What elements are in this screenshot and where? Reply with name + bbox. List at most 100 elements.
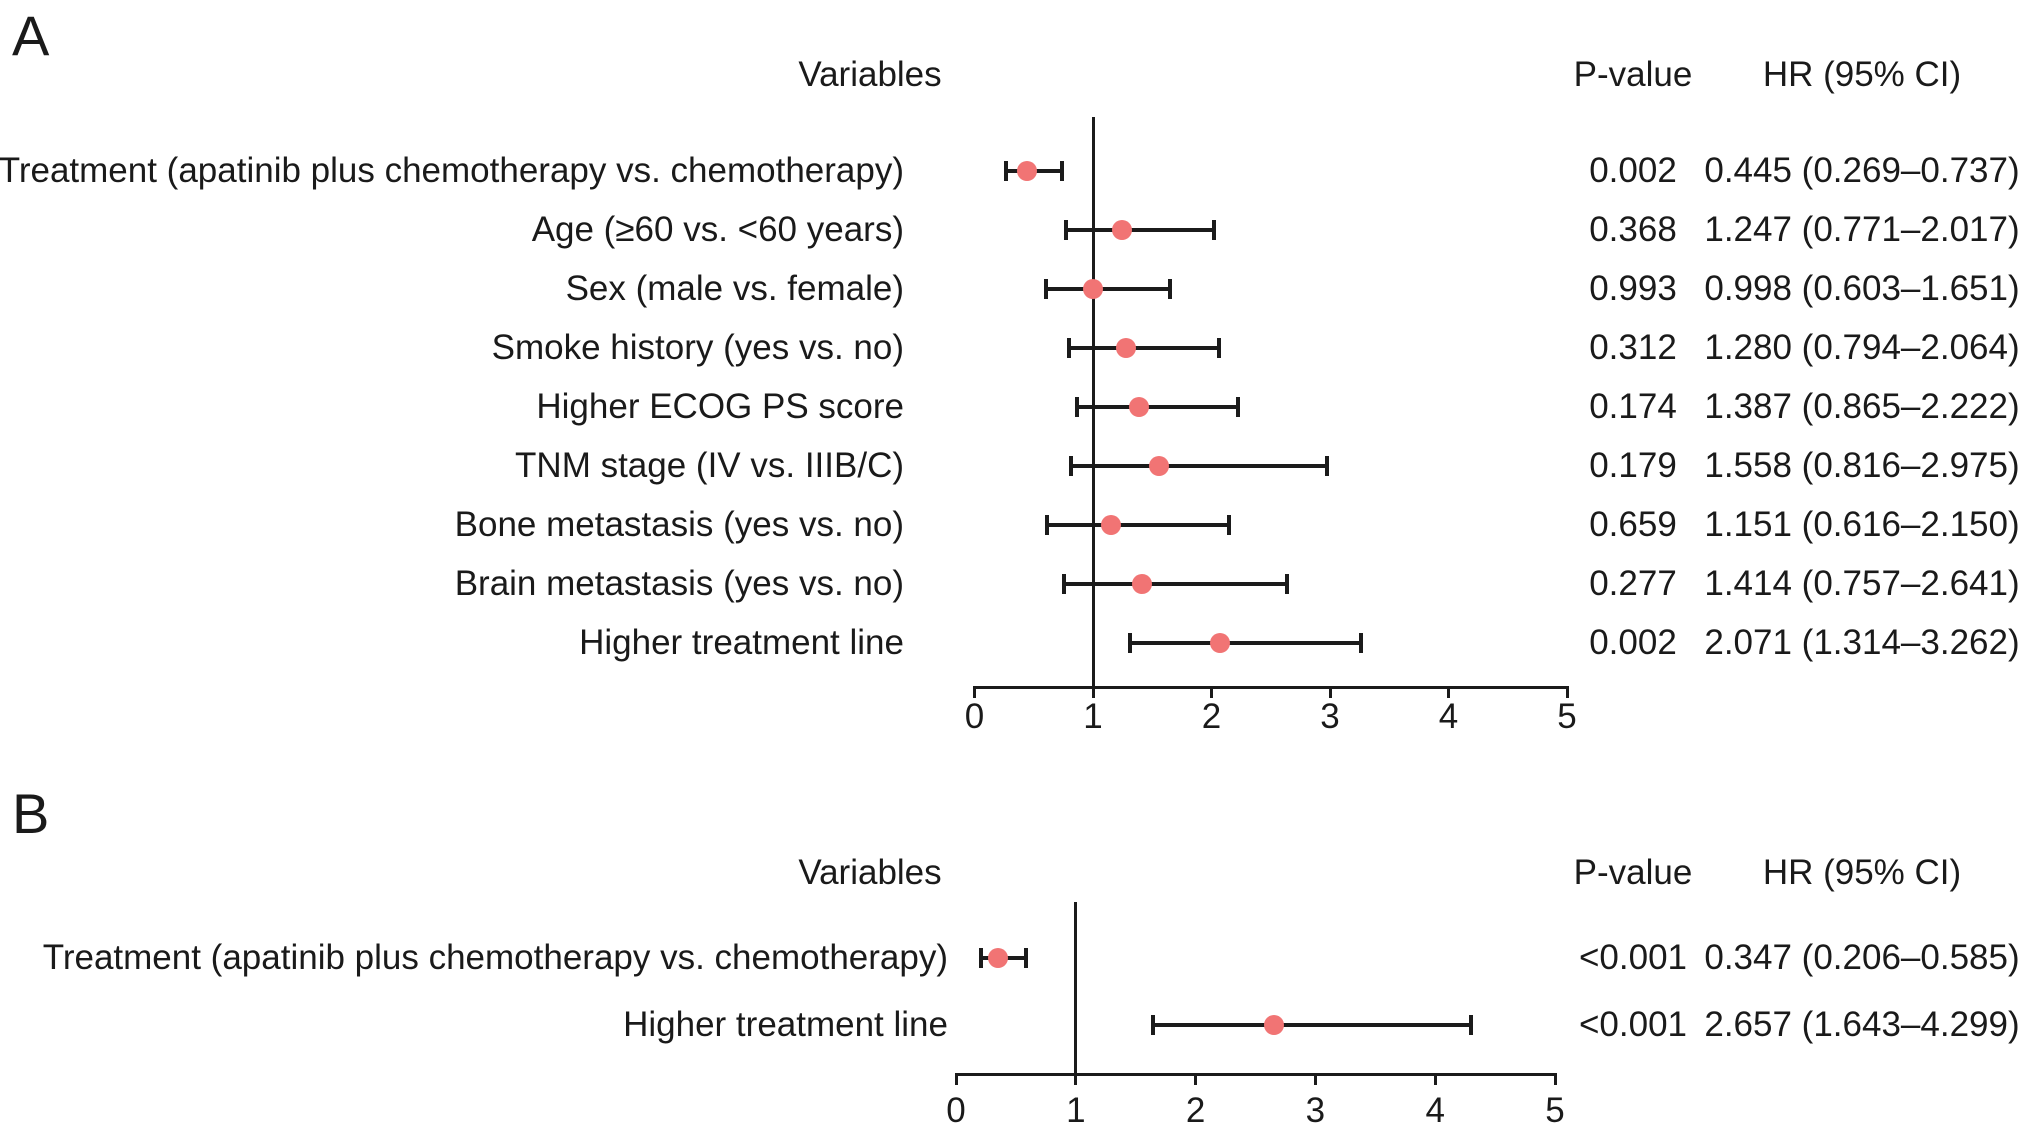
x-axis-tick-label: 5 bbox=[1545, 1091, 1565, 1130]
ci-bar bbox=[1068, 346, 1220, 350]
panel-a-letter: A bbox=[12, 4, 50, 67]
x-axis-tick-label: 0 bbox=[964, 697, 985, 736]
reference-line-hr1 bbox=[1091, 117, 1095, 687]
row-hr-ci: 2.657 (1.643–4.299) bbox=[1704, 1005, 2020, 1044]
row-variable-label: Bone metastasis (yes vs. no) bbox=[454, 505, 904, 544]
panel-a-variables-header: Variables bbox=[798, 55, 942, 94]
x-axis-tick-label: 2 bbox=[1201, 697, 1222, 736]
hr-point bbox=[1132, 574, 1153, 594]
row-variable-label: TNM stage (IV vs. IIIB/C) bbox=[515, 446, 904, 485]
row-variable-label: Treatment (apatinib plus chemotherapy vs… bbox=[42, 938, 948, 977]
hr-point bbox=[1017, 161, 1038, 181]
row-variable-label: Brain metastasis (yes vs. no) bbox=[454, 564, 904, 603]
ci-cap-right bbox=[1325, 456, 1330, 476]
row-variable-label: Higher treatment line bbox=[579, 623, 904, 662]
row-p-value: 0.312 bbox=[1589, 328, 1677, 367]
panel-a-hrci-header: HR (95% CI) bbox=[1762, 55, 1962, 94]
ci-cap-right bbox=[1235, 397, 1240, 417]
hr-point bbox=[1112, 220, 1133, 240]
x-axis-tick bbox=[973, 687, 976, 698]
row-p-value: 0.002 bbox=[1589, 623, 1677, 662]
hr-point bbox=[1128, 397, 1149, 417]
row-variable-label: Higher treatment line bbox=[623, 1005, 948, 1044]
ci-cap-right bbox=[1285, 574, 1290, 594]
x-axis-tick bbox=[1553, 1074, 1557, 1085]
x-axis-tick bbox=[1210, 687, 1213, 698]
panel-b-variables-header: Variables bbox=[798, 853, 942, 892]
row-hr-ci: 0.998 (0.603–1.651) bbox=[1704, 269, 2020, 308]
x-axis-tick bbox=[1194, 1074, 1198, 1085]
ci-bar bbox=[1064, 582, 1288, 586]
x-axis-tick-label: 2 bbox=[1185, 1091, 1206, 1130]
panel-b-hrci-header: HR (95% CI) bbox=[1762, 853, 1962, 892]
row-p-value: 0.179 bbox=[1589, 446, 1677, 485]
x-axis-tick-label: 4 bbox=[1425, 1091, 1445, 1130]
x-axis-tick bbox=[1328, 687, 1332, 698]
hr-point bbox=[1209, 633, 1230, 653]
x-axis-tick-label: 1 bbox=[1083, 697, 1103, 736]
x-axis-tick bbox=[1565, 687, 1569, 698]
x-axis-tick-label: 1 bbox=[1066, 1091, 1086, 1130]
x-axis-tick-label: 5 bbox=[1557, 697, 1577, 736]
row-p-value: 0.993 bbox=[1589, 269, 1677, 308]
row-p-value: 0.174 bbox=[1589, 387, 1677, 426]
row-hr-ci: 0.445 (0.269–0.737) bbox=[1704, 151, 2020, 190]
row-p-value: 0.368 bbox=[1589, 210, 1677, 249]
row-p-value: 0.002 bbox=[1589, 151, 1677, 190]
ci-cap-left bbox=[1063, 220, 1068, 240]
ci-cap-left bbox=[1004, 161, 1009, 181]
reference-line-hr1 bbox=[1074, 902, 1078, 1074]
row-variable-label: Treatment (apatinib plus chemotherapy vs… bbox=[0, 151, 904, 190]
ci-cap-right bbox=[1359, 633, 1364, 653]
x-axis-tick bbox=[1074, 1074, 1078, 1085]
x-axis-tick bbox=[1091, 687, 1095, 698]
ci-cap-right bbox=[1227, 515, 1232, 535]
ci-cap-left bbox=[1069, 456, 1074, 476]
ci-bar bbox=[1047, 523, 1230, 527]
row-hr-ci: 1.280 (0.794–2.064) bbox=[1704, 328, 2020, 367]
x-axis-tick bbox=[1447, 687, 1450, 698]
hr-point bbox=[1149, 456, 1170, 476]
ci-cap-left bbox=[1062, 574, 1067, 594]
ci-cap-left bbox=[1128, 633, 1133, 653]
row-variable-label: Age (≥60 vs. <60 years) bbox=[531, 210, 904, 249]
hr-point bbox=[1116, 338, 1137, 358]
ci-bar bbox=[1065, 228, 1214, 232]
row-variable-label: Smoke history (yes vs. no) bbox=[491, 328, 904, 367]
row-p-value: <0.001 bbox=[1578, 938, 1688, 977]
panel-b-pvalue-header: P-value bbox=[1573, 853, 1693, 892]
x-axis-tick-label: 3 bbox=[1305, 1091, 1326, 1130]
ci-bar bbox=[1045, 287, 1171, 291]
ci-cap-right bbox=[1469, 1015, 1474, 1035]
row-p-value: <0.001 bbox=[1578, 1005, 1688, 1044]
ci-cap-left bbox=[1043, 279, 1048, 299]
x-axis-tick-label: 4 bbox=[1438, 697, 1459, 736]
row-p-value: 0.659 bbox=[1589, 505, 1677, 544]
x-axis-tick bbox=[1433, 1074, 1437, 1085]
x-axis-line bbox=[954, 1072, 1557, 1076]
ci-bar bbox=[1071, 464, 1328, 468]
x-axis-tick-label: 3 bbox=[1320, 697, 1340, 736]
ci-bar bbox=[1077, 405, 1238, 409]
hr-point bbox=[1082, 279, 1103, 299]
row-hr-ci: 2.071 (1.314–3.262) bbox=[1704, 623, 2020, 662]
hr-point bbox=[1264, 1015, 1285, 1035]
x-axis-line bbox=[973, 685, 1569, 689]
panel-b-letter: B bbox=[12, 782, 50, 845]
ci-cap-right bbox=[1211, 220, 1216, 240]
row-p-value: 0.277 bbox=[1589, 564, 1677, 603]
ci-cap-left bbox=[1066, 338, 1071, 358]
row-hr-ci: 1.247 (0.771–2.017) bbox=[1704, 210, 2020, 249]
row-hr-ci: 0.347 (0.206–0.585) bbox=[1704, 938, 2020, 977]
x-axis-tick bbox=[1313, 1074, 1317, 1085]
ci-bar bbox=[1130, 641, 1362, 645]
ci-cap-left bbox=[1045, 515, 1050, 535]
ci-cap-right bbox=[1024, 948, 1029, 968]
panel-a-pvalue-header: P-value bbox=[1573, 55, 1693, 94]
ci-cap-left bbox=[1075, 397, 1079, 417]
hr-point bbox=[987, 948, 1008, 968]
ci-cap-right bbox=[1217, 338, 1222, 358]
ci-cap-right bbox=[1059, 161, 1064, 181]
ci-cap-left bbox=[1150, 1015, 1155, 1035]
